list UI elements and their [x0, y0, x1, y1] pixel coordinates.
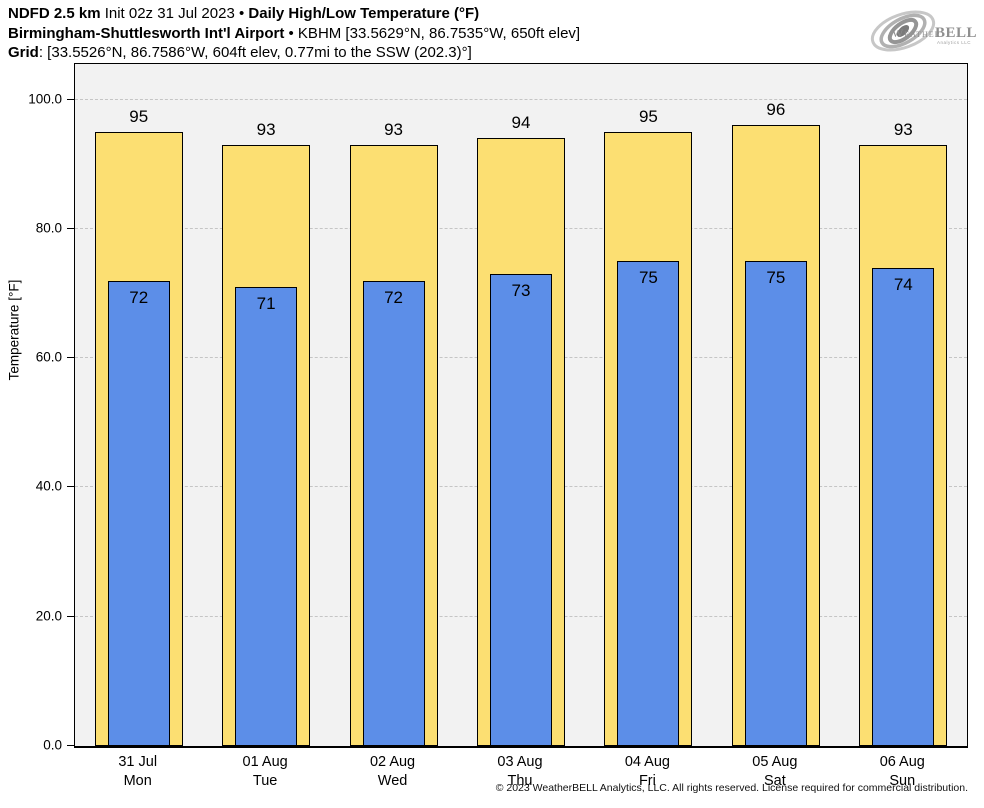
logo-weather-text: Weather [892, 26, 941, 40]
date-label: 06 Aug [879, 754, 925, 770]
day-label: Sat [763, 773, 786, 789]
day-label: Tue [252, 773, 278, 789]
title-line-2: Birmingham-Shuttlesworth Int'l Airport •… [8, 24, 580, 44]
station-coordinates: • KBHM [33.5629°N, 86.7535°W, 650ft elev… [284, 24, 581, 42]
date-label: 05 Aug [752, 754, 798, 770]
high-value-label: 95 [638, 106, 658, 126]
y-tick-label: 20.0 [35, 608, 62, 624]
plot-area: 95 72 93 71 93 72 94 73 95 75 96 75 93 74 [74, 63, 968, 748]
x-tick-label: 02 Aug Wed [333, 753, 453, 791]
y-tick-mark [67, 357, 74, 359]
low-value-label: 72 [384, 287, 404, 307]
x-tick-label: 31 Jul Mon [78, 753, 198, 791]
title-line-1: NDFD 2.5 km Init 02z 31 Jul 2023 • Daily… [8, 4, 580, 24]
init-time-text: Init 02z 31 Jul 2023 • [100, 5, 249, 22]
bar-low-temp [617, 261, 680, 746]
chart-title: Daily High/Low Temperature (°F) [248, 5, 480, 22]
bar-low-temp [362, 280, 425, 746]
date-label: 04 Aug [624, 754, 670, 770]
day-label: Fri [638, 773, 656, 789]
y-tick-label: 40.0 [35, 478, 62, 494]
x-tick-label: 05 Aug Sat [715, 753, 835, 791]
day-label: Sun [889, 773, 916, 789]
grid-label: Grid [8, 44, 39, 61]
gridline [75, 98, 967, 100]
x-tick-label: 04 Aug Fri [587, 753, 707, 791]
y-tick-label: 100.0 [28, 91, 62, 107]
y-tick-label: 80.0 [35, 220, 62, 236]
low-value-label: 75 [766, 268, 786, 288]
bar-low-temp [107, 280, 170, 746]
high-value-label: 93 [893, 119, 913, 139]
date-label: 31 Jul [118, 754, 158, 770]
grid-coordinates: : [33.5526°N, 86.7586°W, 604ft elev, 0.7… [38, 44, 472, 61]
x-tick-label: 03 Aug Thu [460, 753, 580, 791]
copyright-footer: © 2023 WeatherBELL Analytics, LLC. All r… [495, 782, 968, 794]
y-tick-mark [67, 745, 74, 746]
y-tick-label: 0.0 [43, 737, 62, 753]
date-label: 02 Aug [369, 754, 416, 770]
day-label: Thu [507, 773, 533, 789]
y-axis-title: Temperature [°F] [6, 279, 22, 381]
bar-low-temp [235, 287, 298, 746]
day-label: Mon [123, 773, 152, 789]
product-name: NDFD 2.5 km [8, 5, 101, 22]
bar-low-temp [490, 274, 552, 746]
low-value-label: 74 [893, 274, 913, 294]
weatherbell-logo-graphic: Weather BELL Analytics LLC [870, 10, 977, 52]
bar-low-temp [744, 261, 807, 746]
y-tick-mark [67, 98, 74, 100]
high-value-label: 96 [766, 100, 786, 120]
title-line-3: Grid: [33.5526°N, 86.7586°W, 604ft elev,… [8, 43, 580, 63]
high-value-label: 93 [256, 119, 276, 139]
y-tick-mark [67, 486, 74, 488]
high-value-label: 94 [511, 113, 531, 133]
hurricane-swirl-icon [870, 10, 936, 52]
y-tick-mark [67, 227, 74, 229]
date-label: 03 Aug [497, 754, 543, 770]
chart-header: NDFD 2.5 km Init 02z 31 Jul 2023 • Daily… [8, 4, 580, 63]
station-name: Birmingham-Shuttlesworth Int'l Airport [8, 24, 285, 42]
date-label: 01 Aug [242, 754, 288, 770]
day-label: Wed [377, 773, 408, 789]
x-tick-label: 06 Aug Sun [842, 753, 962, 791]
y-tick-mark [67, 615, 74, 617]
high-value-label: 95 [129, 106, 149, 126]
logo-subtext: Analytics LLC [937, 40, 971, 45]
weatherbell-logo: Weather BELL Analytics LLC [868, 4, 980, 56]
logo-bell-text: BELL [935, 25, 977, 41]
low-value-label: 71 [256, 294, 276, 314]
low-value-label: 72 [129, 287, 149, 307]
bar-low-temp [872, 267, 935, 746]
low-value-label: 73 [511, 281, 531, 301]
y-tick-label: 60.0 [35, 349, 62, 365]
x-tick-label: 01 Aug Tue [205, 753, 325, 791]
high-value-label: 93 [384, 119, 404, 139]
low-value-label: 75 [638, 268, 658, 288]
